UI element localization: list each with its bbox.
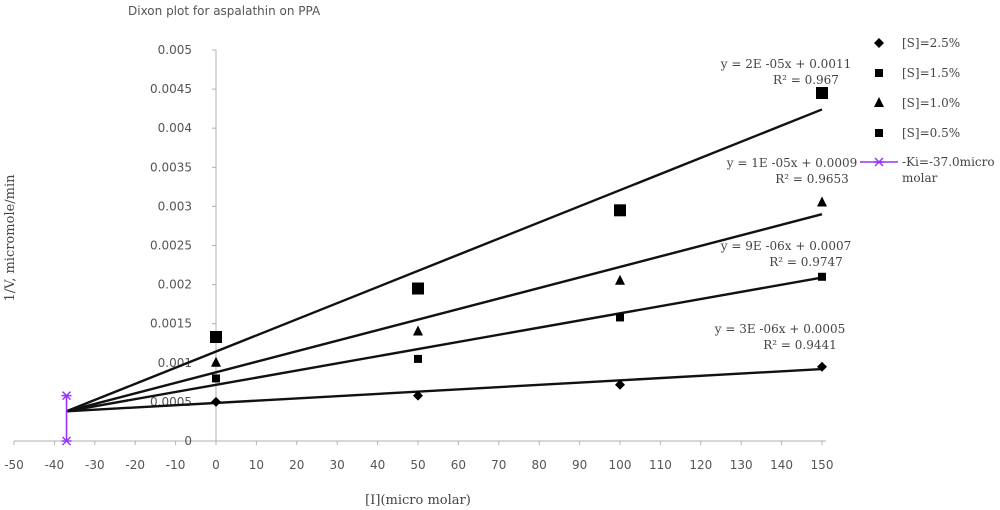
x-tick-label: 110 xyxy=(649,458,672,472)
data-point-series-4 xyxy=(614,204,626,217)
data-points xyxy=(210,87,828,407)
x-axis-label: [I](micro molar) xyxy=(365,493,471,508)
x-tick-label: 120 xyxy=(689,458,712,472)
x-tick-label: 60 xyxy=(451,458,466,472)
y-tick-label: 0.003 xyxy=(158,199,192,213)
data-point-series-1 xyxy=(817,361,827,372)
legend-label-ki: -Ki=-37.0micro molar xyxy=(902,155,995,185)
legend-label-line: -Ki=-37.0micro xyxy=(902,155,995,169)
x-tick-label: 50 xyxy=(410,458,425,472)
data-point-series-3 xyxy=(413,325,423,336)
y-tick-label: 0.001 xyxy=(158,356,192,370)
data-point-series-1 xyxy=(211,396,221,407)
x-tick-label: -20 xyxy=(125,458,145,472)
y-tick-label: 0.0035 xyxy=(150,160,192,174)
legend-label-line: molar xyxy=(902,171,938,185)
y-tick-label: 0.0015 xyxy=(150,317,192,331)
x-tick-label: 10 xyxy=(249,458,264,472)
chart-title: Dixon plot for aspalathin on PPA xyxy=(128,4,321,18)
fit-line-4 xyxy=(66,108,823,413)
fit-lines xyxy=(66,108,823,413)
legend-label-2: [S]=1.5% xyxy=(902,66,960,80)
y-tick-label: 0 xyxy=(184,434,192,448)
data-point-series-3 xyxy=(817,196,827,207)
x-tick-label: 30 xyxy=(330,458,345,472)
y-tick-label: 0.0045 xyxy=(150,82,192,96)
ki-point xyxy=(61,391,72,401)
x-tick-label: 100 xyxy=(609,458,632,472)
fit-equation-3: y = 1E -05x + 0.0009 xyxy=(726,156,857,170)
x-tick-label: 0 xyxy=(212,458,220,472)
data-point-series-2 xyxy=(414,354,422,363)
data-point-series-3 xyxy=(615,274,625,285)
legend: [S]=2.5% [S]=1.5% [S]=1.0% [S]=0.5% -Ki=-37.… xyxy=(860,36,995,185)
x-tick-label: 140 xyxy=(770,458,793,472)
fit-r2-1: R² = 0.9441 xyxy=(763,338,837,352)
data-point-series-1 xyxy=(413,390,423,401)
data-point-series-2 xyxy=(818,272,826,281)
y-axis-label: 1/V, micromole/min xyxy=(3,174,18,302)
legend-label-1: [S]=2.5% xyxy=(902,36,960,50)
y-tick-label: 0.002 xyxy=(158,278,192,292)
legend-marker-ki xyxy=(874,157,884,167)
asterisk-stroke xyxy=(61,436,72,446)
x-tick-labels: -50 -40 -30 -20 -10 0 10 20 30 40 50 60 70 80 90 100 110… xyxy=(4,458,833,472)
x-tick-label: 150 xyxy=(811,458,834,472)
x-tick-label: -30 xyxy=(85,458,105,472)
data-point-series-1 xyxy=(615,379,625,390)
x-tick-label: 20 xyxy=(289,458,304,472)
fit-equation-4: y = 2E -05x + 0.0011 xyxy=(720,57,851,71)
x-tick-label: -10 xyxy=(166,458,186,472)
axes xyxy=(13,49,826,445)
ki-point xyxy=(61,436,72,446)
x-tick-label: 40 xyxy=(370,458,385,472)
legend-marker-3 xyxy=(874,97,884,107)
data-point-series-2 xyxy=(616,313,624,322)
legend-marker-4 xyxy=(875,129,883,137)
y-tick-label: 0.005 xyxy=(158,43,192,57)
x-tick-label: 130 xyxy=(730,458,753,472)
data-point-series-4 xyxy=(816,87,828,100)
x-tick-label: 80 xyxy=(532,458,547,472)
data-point-series-3 xyxy=(211,356,221,367)
y-tick-label: 0.0025 xyxy=(150,239,192,253)
fit-line-2 xyxy=(66,276,823,413)
fit-r2-2: R² = 0.9747 xyxy=(769,255,843,269)
legend-marker-1 xyxy=(874,38,884,48)
data-point-series-4 xyxy=(210,330,222,343)
x-tick-label: -40 xyxy=(45,458,65,472)
fit-equation-1: y = 3E -06x + 0.0005 xyxy=(714,322,845,336)
x-tick-label: 70 xyxy=(491,458,506,472)
data-point-series-4 xyxy=(412,282,424,295)
legend-label-4: [S]=0.5% xyxy=(902,126,960,140)
asterisk-stroke xyxy=(61,391,72,401)
fit-equation-2: y = 9E -06x + 0.0007 xyxy=(720,239,851,253)
fit-line-1 xyxy=(66,367,823,413)
x-tick-label: 90 xyxy=(572,458,587,472)
data-point-series-2 xyxy=(212,374,220,383)
y-tick-labels: 00.00050.0010.00150.0020.00250.0030.0035… xyxy=(150,43,192,448)
x-tick-label: -50 xyxy=(4,458,24,472)
fit-line-3 xyxy=(66,213,823,413)
fit-r2-4: R² = 0.967 xyxy=(773,73,839,87)
fit-equations: y = 3E -06x + 0.0005 R² = 0.9441 y = 9E -0… xyxy=(714,57,857,352)
asterisk-stroke xyxy=(874,157,884,167)
y-tick-label: 0.004 xyxy=(158,121,192,135)
fit-r2-3: R² = 0.9653 xyxy=(775,172,849,186)
legend-label-3: [S]=1.0% xyxy=(902,96,960,110)
legend-marker-2 xyxy=(875,69,883,77)
ki-marker xyxy=(61,391,72,446)
